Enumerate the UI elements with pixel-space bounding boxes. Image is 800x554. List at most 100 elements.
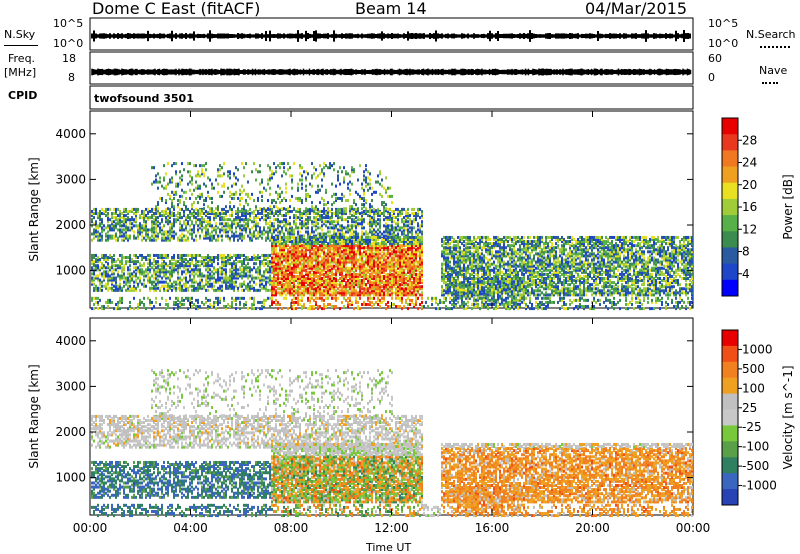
heatmap-cell (381, 242, 383, 246)
heatmap-cell (215, 238, 217, 242)
heatmap-cell (177, 211, 179, 215)
heatmap-cell (277, 235, 279, 239)
heatmap-cell (329, 274, 331, 278)
heatmap-cell (121, 286, 123, 290)
heatmap-cell (403, 276, 405, 280)
heatmap-cell (181, 238, 183, 242)
heatmap-cell (377, 238, 379, 242)
heatmap-cell (309, 264, 311, 268)
heatmap-cell (275, 285, 277, 289)
heatmap-cell (207, 253, 209, 257)
heatmap-cell (215, 214, 217, 218)
heatmap-cell (221, 272, 223, 276)
heatmap-cell (167, 276, 169, 280)
heatmap-cell (349, 254, 351, 258)
heatmap-cell (377, 279, 379, 283)
heatmap-cell (281, 242, 283, 246)
heatmap-cell (233, 220, 235, 224)
heatmap-cell (111, 228, 113, 232)
heatmap-cell (233, 232, 235, 236)
heatmap-cell (169, 278, 171, 282)
heatmap-cell (375, 220, 377, 224)
heatmap-cell (325, 287, 327, 291)
heatmap-cell (293, 162, 295, 166)
heatmap-cell (341, 244, 343, 248)
heatmap-cell (289, 226, 291, 230)
heatmap-cell (399, 244, 401, 248)
heatmap-cell (171, 228, 173, 232)
heatmap-cell (359, 218, 361, 222)
heatmap-cell (339, 250, 341, 254)
heatmap-cell (321, 296, 323, 300)
heatmap-cell (239, 236, 241, 240)
heatmap-cell (393, 252, 395, 256)
heatmap-cell (303, 274, 305, 278)
heatmap-cell (171, 211, 173, 215)
heatmap-cell (317, 242, 319, 246)
heatmap-cell (163, 260, 165, 264)
heatmap-cell (173, 300, 175, 304)
heatmap-cell (269, 238, 271, 242)
heatmap-cell (287, 285, 289, 289)
heatmap-cell (261, 194, 263, 198)
heatmap-cell (233, 280, 235, 284)
heatmap-cell (407, 207, 409, 211)
heatmap-cell (331, 240, 333, 244)
heatmap-cell (375, 235, 377, 239)
heatmap-cell (341, 274, 343, 278)
heatmap-cell (323, 307, 325, 311)
heatmap-cell (313, 240, 315, 244)
heatmap-cell (91, 220, 93, 224)
heatmap-cell (247, 180, 249, 184)
heatmap-cell (271, 252, 273, 256)
heatmap-cell (205, 162, 207, 166)
heatmap-cell (101, 266, 103, 270)
heatmap-cell (263, 262, 265, 266)
heatmap-cell (99, 282, 101, 286)
heatmap-cell (391, 276, 393, 280)
heatmap-cell (265, 288, 267, 292)
heatmap-cell (237, 214, 239, 218)
heatmap-cell (177, 305, 179, 309)
heatmap-cell (333, 293, 335, 297)
heatmap-cell (309, 287, 311, 291)
heatmap-cell (179, 180, 181, 184)
heatmap-cell (233, 192, 235, 196)
heatmap-cell (297, 248, 299, 252)
heatmap-cell (225, 222, 227, 226)
heatmap-cell (265, 222, 267, 226)
heatmap-cell (295, 300, 297, 304)
heatmap-cell (405, 240, 407, 244)
heatmap-cell (115, 212, 117, 216)
heatmap-cell (137, 266, 139, 270)
heatmap-cell (401, 274, 403, 278)
heatmap-cell (119, 296, 121, 300)
heatmap-cell (343, 287, 345, 291)
heatmap-cell (125, 234, 127, 238)
heatmap-cell (319, 252, 321, 256)
heatmap-cell (219, 298, 221, 302)
heatmap-cell (137, 302, 139, 306)
heatmap-cell (327, 250, 329, 254)
heatmap-cell (297, 246, 299, 250)
heatmap-cell (303, 170, 305, 174)
heatmap-cell (367, 232, 369, 236)
heatmap-cell (139, 300, 141, 304)
heatmap-cell (391, 246, 393, 250)
heatmap-cell (355, 190, 357, 194)
heatmap-cell (105, 253, 107, 257)
heatmap-cell (111, 280, 113, 284)
heatmap-cell (187, 170, 189, 174)
heatmap-cell (355, 240, 357, 244)
heatmap-cell (291, 246, 293, 250)
heatmap-cell (319, 201, 321, 205)
heatmap-cell (383, 258, 385, 262)
heatmap-cell (275, 293, 277, 297)
heatmap-cell (115, 276, 117, 280)
heatmap-cell (397, 218, 399, 222)
heatmap-cell (257, 272, 259, 276)
heatmap-cell (345, 212, 347, 216)
heatmap-cell (389, 289, 391, 293)
heatmap-cell (307, 226, 309, 230)
heatmap-cell (215, 230, 217, 234)
